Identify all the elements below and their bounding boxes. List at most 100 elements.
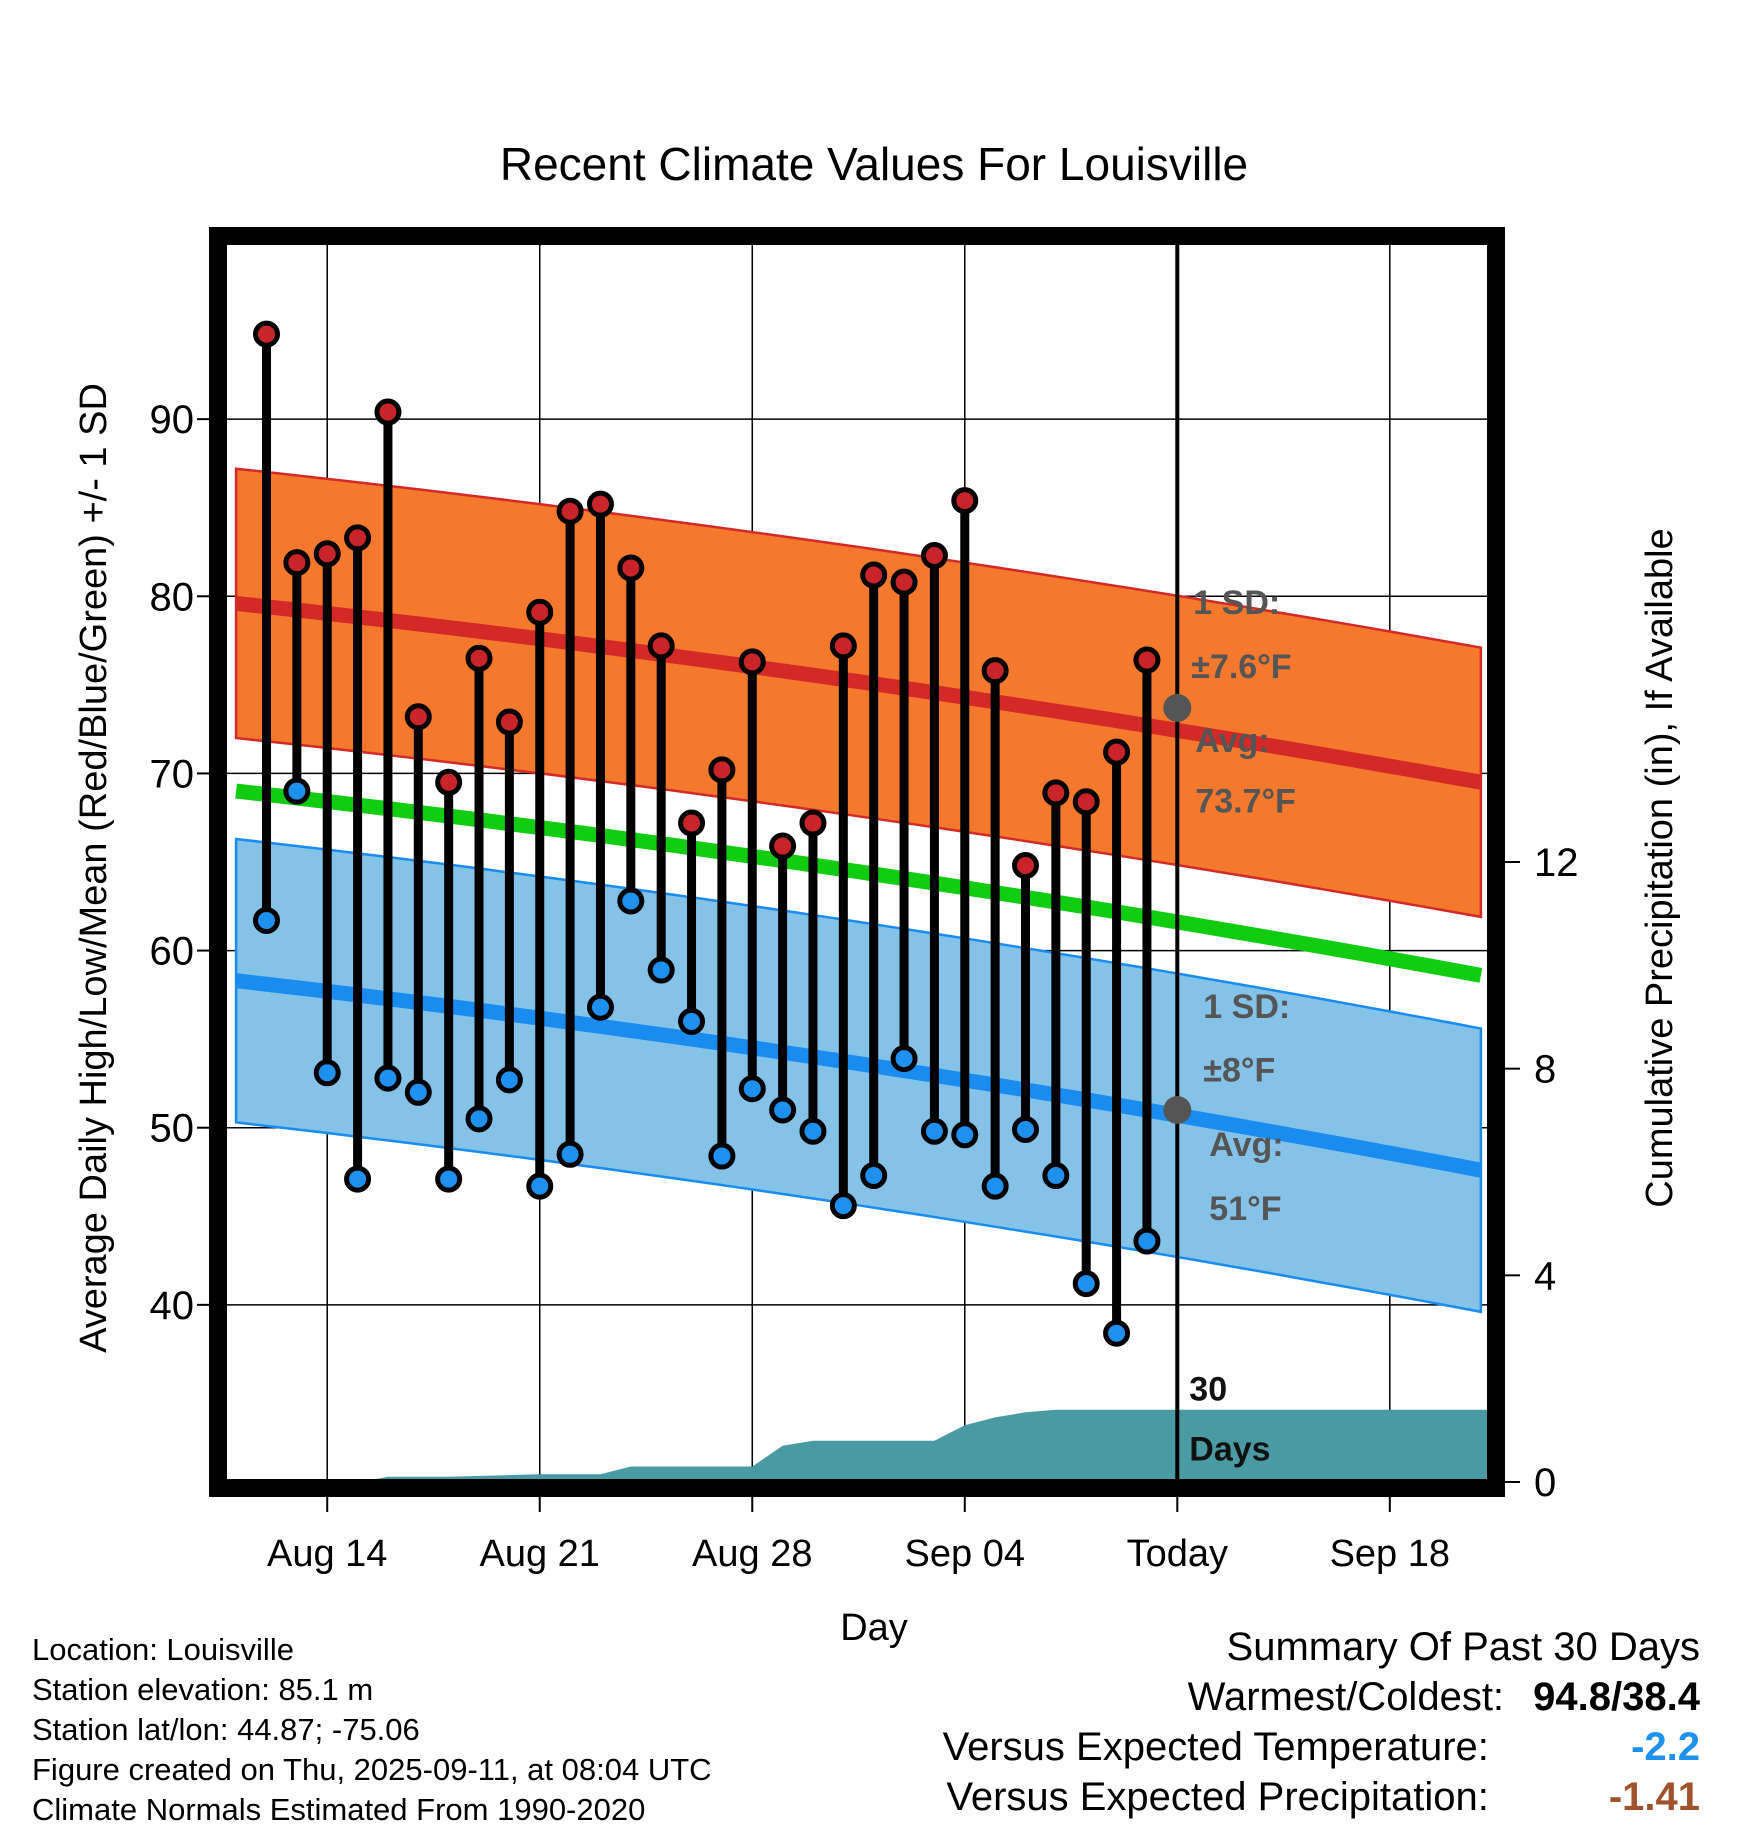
y2-tick-label: 8 bbox=[1534, 1048, 1556, 1092]
normal-low-band bbox=[234, 837, 1483, 1314]
daily-low-point bbox=[981, 1172, 1009, 1200]
daily-high-point bbox=[617, 554, 645, 582]
daily-high-point bbox=[465, 644, 493, 672]
daily-high-point bbox=[1103, 738, 1131, 766]
today-low-avg-marker bbox=[1163, 1096, 1192, 1124]
today-days-label-2: Days bbox=[1189, 1431, 1270, 1469]
y-tick-label: 60 bbox=[150, 930, 195, 974]
location-text: Location: Louisville bbox=[32, 1632, 294, 1667]
temp-anomaly-value: -2.2 bbox=[1631, 1725, 1700, 1769]
daily-high-point bbox=[890, 568, 918, 596]
daily-low-point bbox=[951, 1121, 979, 1149]
daily-low-point bbox=[920, 1117, 948, 1145]
daily-high-point bbox=[708, 756, 736, 784]
warm-cold-row: Warmest/Coldest: 94.8/38.4 bbox=[943, 1672, 1700, 1722]
daily-high-point bbox=[647, 632, 675, 660]
daily-low-point bbox=[526, 1172, 554, 1200]
daily-high-point bbox=[586, 490, 614, 518]
plot-frame bbox=[209, 227, 1505, 1497]
x-tick-label: Aug 21 bbox=[480, 1533, 600, 1575]
daily-low-point bbox=[1042, 1162, 1070, 1190]
low-avg-value: 51°F bbox=[1209, 1190, 1281, 1228]
warm-cold-value: 94.8/38.4 bbox=[1533, 1675, 1700, 1719]
y2-axis-label: Cumulative Precipitation (in), If Availa… bbox=[1639, 528, 1681, 1207]
warm-cold-label: Warmest/Coldest: bbox=[1187, 1675, 1505, 1719]
daily-high-point bbox=[283, 549, 311, 577]
summary-title: Summary Of Past 30 Days bbox=[1226, 1625, 1700, 1669]
x-tick-label: Aug 28 bbox=[692, 1533, 812, 1575]
plot-content: 1 SD: ±7.6°F Avg: 73.7°F 1 SD: ±8°F Avg: 51°F 30… bbox=[224, 242, 1490, 1482]
x-tick-label: Sep 04 bbox=[905, 1533, 1025, 1575]
daily-high-point bbox=[1042, 779, 1070, 807]
daily-low-point bbox=[404, 1078, 432, 1106]
high-sd-label: 1 SD: bbox=[1193, 584, 1280, 622]
y2-tick-label: 12 bbox=[1534, 841, 1579, 885]
precip-area bbox=[236, 1409, 1490, 1482]
temp-anomaly-row: Versus Expected Temperature: -2.2 bbox=[943, 1722, 1700, 1772]
daily-low-point bbox=[1072, 1270, 1100, 1298]
daily-low-point bbox=[890, 1045, 918, 1073]
daily-low-point bbox=[799, 1117, 827, 1145]
chart-title: Recent Climate Values For Louisville bbox=[500, 138, 1248, 190]
temp-anomaly-label: Versus Expected Temperature: bbox=[942, 1725, 1489, 1769]
today-days-label-1: 30 bbox=[1189, 1371, 1227, 1409]
daily-high-point bbox=[829, 632, 857, 660]
y-tick-label: 80 bbox=[150, 575, 195, 619]
daily-high-point bbox=[495, 708, 523, 736]
daily-low-point bbox=[253, 906, 281, 934]
normal-high-band bbox=[234, 467, 1483, 919]
daily-high-point bbox=[981, 657, 1009, 685]
daily-low-point bbox=[860, 1162, 888, 1190]
normal-mean-line bbox=[235, 783, 1483, 983]
daily-low-point bbox=[465, 1105, 493, 1133]
daily-high-point bbox=[1133, 646, 1161, 674]
elevation-text: Station elevation: 85.1 m bbox=[32, 1672, 374, 1707]
x-axis-label: Day bbox=[840, 1607, 908, 1649]
daily-low-point bbox=[313, 1059, 341, 1087]
daily-low-point bbox=[495, 1066, 523, 1094]
y2-tick-label: 4 bbox=[1534, 1254, 1556, 1298]
daily-high-point bbox=[344, 524, 372, 552]
normal-low-line bbox=[235, 973, 1483, 1178]
daily-low-point bbox=[738, 1075, 766, 1103]
daily-low-point bbox=[647, 956, 675, 984]
daily-low-point bbox=[1103, 1319, 1131, 1347]
daily-high-point bbox=[374, 398, 402, 426]
y-tick-label: 50 bbox=[150, 1107, 195, 1151]
daily-low-point bbox=[708, 1142, 736, 1170]
summary-panel: Summary Of Past 30 Days Warmest/Coldest:… bbox=[943, 1622, 1700, 1822]
station-info: Location: Louisville Station elevation: … bbox=[32, 1630, 712, 1830]
daily-high-point bbox=[951, 487, 979, 515]
daily-high-point bbox=[253, 320, 281, 348]
daily-low-point bbox=[374, 1064, 402, 1092]
daily-high-point bbox=[799, 809, 827, 837]
y-axis-label: Average Daily High/Low/Mean (Red/Blue/Gr… bbox=[73, 383, 115, 1353]
daily-high-point bbox=[1011, 852, 1039, 880]
daily-high-point bbox=[678, 809, 706, 837]
daily-low-point bbox=[435, 1165, 463, 1193]
x-tick-label: Sep 18 bbox=[1330, 1533, 1450, 1575]
daily-high-point bbox=[526, 598, 554, 626]
low-sd-label: 1 SD: bbox=[1203, 988, 1290, 1026]
daily-high-point bbox=[556, 497, 584, 525]
x-tick-label: Aug 14 bbox=[267, 1533, 387, 1575]
precip-anomaly-value: -1.41 bbox=[1608, 1775, 1700, 1819]
daily-high-point bbox=[1072, 788, 1100, 816]
today-high-avg-marker bbox=[1163, 693, 1192, 722]
daily-low-point bbox=[344, 1165, 372, 1193]
precip-anomaly-label: Versus Expected Precipitation: bbox=[946, 1775, 1489, 1819]
daily-low-point bbox=[678, 1007, 706, 1035]
daily-low-point bbox=[829, 1192, 857, 1220]
daily-high-point bbox=[769, 832, 797, 860]
daily-low-point bbox=[1133, 1227, 1161, 1255]
latlon-text: Station lat/lon: 44.87; -75.06 bbox=[32, 1712, 420, 1747]
normal-high-line bbox=[235, 595, 1483, 790]
daily-low-point bbox=[556, 1140, 584, 1168]
daily-high-point bbox=[435, 768, 463, 796]
low-sd-value: ±8°F bbox=[1203, 1052, 1275, 1090]
precip-anomaly-row: Versus Expected Precipitation: -1.41 bbox=[943, 1772, 1700, 1822]
daily-low-point bbox=[1011, 1115, 1039, 1143]
plot-area: 1 SD: ±7.6°F Avg: 73.7°F 1 SD: ±8°F Avg: 51°F 30… bbox=[150, 227, 1579, 1575]
created-text: Figure created on Thu, 2025-09-11, at 08… bbox=[32, 1752, 712, 1787]
